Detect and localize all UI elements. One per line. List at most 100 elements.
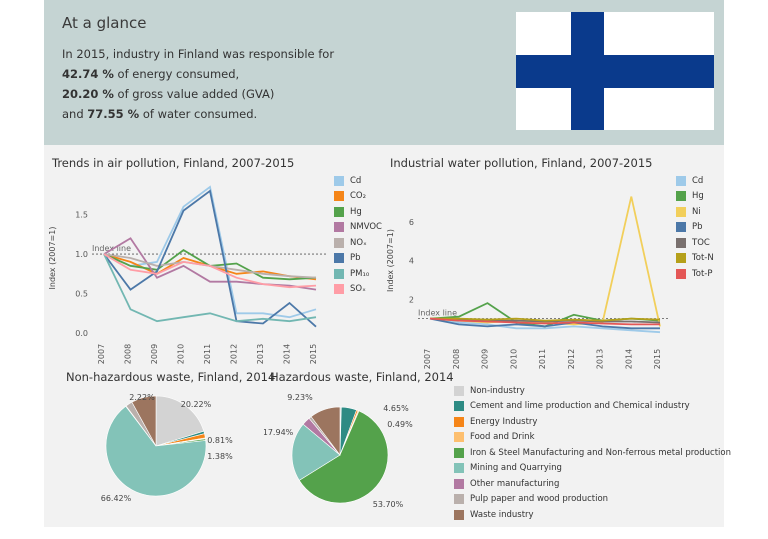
legend-swatch [454,447,464,458]
x-tick-label: 2008 [124,344,133,364]
series-line-Ni [429,196,661,327]
pie-slice [131,395,157,447]
legend-item[interactable]: SOₓ [334,282,382,298]
x-tick-label: 2014 [624,349,633,369]
water-pollution-legend: Cd Hg Ni Pb TOC Tot-N Tot-P [676,173,714,282]
pie-label: 1.38% [207,452,233,461]
legend-item[interactable]: Energy Industry [454,414,731,430]
x-tick-label: 2008 [452,349,461,369]
legend-label: CO₂ [350,191,367,202]
legend-item[interactable]: Ni [676,204,714,220]
legend-swatch [454,494,464,505]
glance-line-energy: 42.74 % of energy consumed, [62,64,334,84]
nonhaz-chart-title: Non-hazardous waste, Finland, 2014 [66,370,276,384]
legend-item[interactable]: Pb [334,251,382,267]
legend-item[interactable]: Cd [676,173,714,189]
legend-item[interactable]: Waste industry [454,507,731,523]
glance-text: In 2015, industry in Finland was respons… [62,44,334,124]
legend-swatch [676,175,686,186]
legend-item[interactable]: Tot-P [676,266,714,282]
legend-item[interactable]: Pulp paper and wood production [454,492,731,508]
legend-label: Tot-N [692,253,714,264]
y-tick-label: 2 [409,295,414,304]
legend-swatch [454,401,464,412]
legend-item[interactable]: Mining and Quarrying [454,461,731,477]
legend-item[interactable]: Cd [334,173,382,189]
legend-swatch [676,191,686,202]
legend-item[interactable]: Iron & Steel Manufacturing and Non-ferro… [454,445,731,461]
legend-item[interactable]: Cement and lime production and Chemical … [454,399,731,415]
x-tick-label: 2014 [283,344,292,364]
y-axis-label: Index (2007=1) [48,227,57,290]
legend-item[interactable]: NOₓ [334,235,382,251]
legend-item[interactable]: CO₂ [334,189,382,205]
legend-label: NOₓ [350,237,367,248]
legend-item[interactable]: Food and Drink [454,430,731,446]
legend-label: Mining and Quarrying [470,463,562,474]
x-tick-label: 2015 [653,349,662,369]
x-tick-label: 2011 [538,349,547,369]
legend-swatch [334,222,344,233]
legend-item[interactable]: Other manufacturing [454,476,731,492]
energy-pct: 42.74 % [62,67,114,81]
pie-label: 9.23% [287,393,313,402]
pie-label: 53.70% [373,500,404,509]
legend-swatch [454,432,464,443]
legend-item[interactable]: Hg [676,189,714,205]
legend-swatch [454,385,464,396]
pie-slice [105,405,207,497]
legend-swatch [454,478,464,489]
legend-swatch [334,284,344,295]
series-line-Tot-N [430,317,661,322]
legend-label: Cd [692,175,704,186]
legend-swatch [676,253,686,264]
x-tick-label: 2009 [150,344,159,364]
waste-legend: Non-industry Cement and lime production a… [454,383,731,523]
series-line-NMVOC [103,237,317,291]
legend-label: Pb [692,222,703,233]
water-text: of water consumed. [139,107,258,121]
legend-label: Hg [350,206,362,217]
legend-swatch [334,191,344,202]
legend-label: PM₁₀ [350,268,370,279]
legend-label: Other manufacturing [470,478,560,489]
gva-text: of gross value added (GVA) [113,87,275,101]
charts-panel: Trends in air pollution, Finland, 2007-2… [44,145,731,527]
legend-item[interactable]: TOC [676,235,714,251]
series-line-Tot-P [429,317,660,326]
legend-label: Energy Industry [470,416,538,427]
hazardous-waste-pie: 4.65% 0.49% 53.70% 17.94% 9.23% [264,393,413,509]
y-tick-label: 1.0 [75,250,88,259]
legend-label: SOₓ [350,284,366,295]
legend-item[interactable]: Non-industry [454,383,731,399]
legend-swatch [334,175,344,186]
legend-label: NMVOC [350,222,382,233]
y-tick-label: 6 [409,218,414,227]
pie-label: 20.22% [181,400,212,409]
legend-item[interactable]: PM₁₀ [334,266,382,282]
pie-label: 0.49% [387,420,413,429]
legend-item[interactable]: NMVOC [334,220,382,236]
water-pollution-chart: Index (2007=1) 2 4 6 2007 2008 2009 2010 2011 201… [386,196,670,369]
x-tick-label: 2010 [177,344,186,364]
finland-flag [516,12,714,130]
flag-cross-horizontal [516,55,714,88]
legend-item[interactable]: Pb [676,220,714,236]
legend-label: Cd [350,175,362,186]
legend-label: Food and Drink [470,432,535,443]
pie-slice [298,410,389,504]
x-tick-label: 2015 [309,344,318,364]
y-tick-label: 0.5 [75,290,88,299]
legend-item[interactable]: Hg [334,204,382,220]
y-axis-label: Index (2007=1) [386,229,395,292]
pie-slice [291,423,341,481]
legend-item[interactable]: Tot-N [676,251,714,267]
x-tick-label: 2012 [230,344,239,364]
non-hazardous-waste-pie: 20.22% 0.81% 1.38% 66.42% 2.22% [101,393,233,503]
y-tick-label: 1.5 [75,211,88,220]
glance-line-1: In 2015, industry in Finland was respons… [62,47,335,61]
air-chart-title: Trends in air pollution, Finland, 2007-2… [52,156,295,170]
legend-swatch [676,237,686,248]
glance-line-gva: 20.20 % of gross value added (GVA) [62,84,334,104]
pie-label: 4.65% [383,404,409,413]
